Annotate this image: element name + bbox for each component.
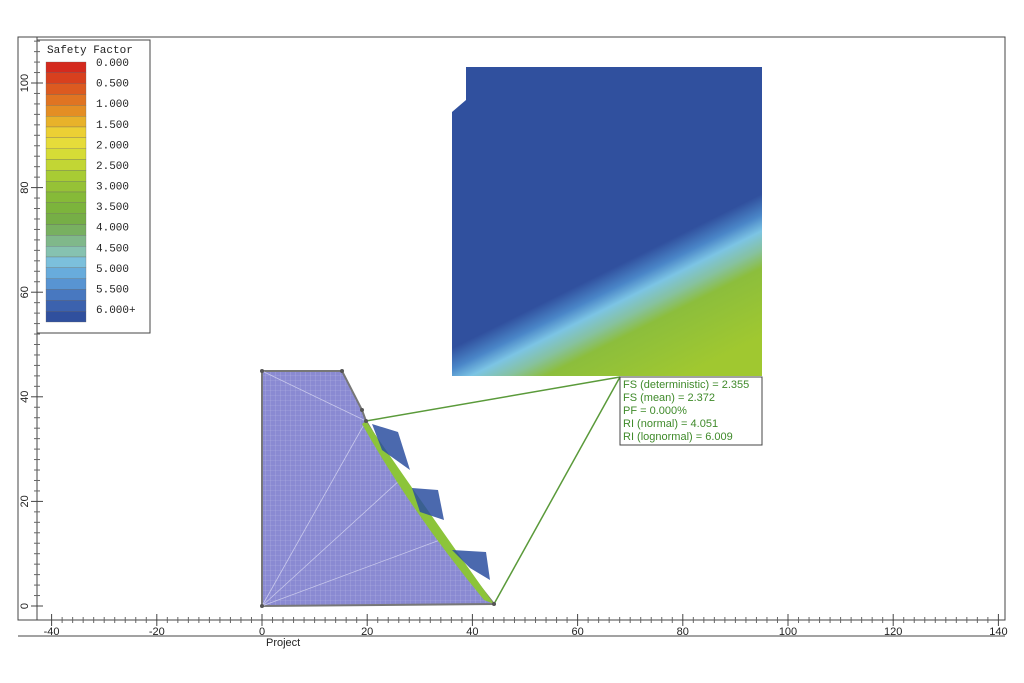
info-line: FS (mean) = 2.372: [623, 392, 715, 404]
legend-swatch: [45, 235, 87, 247]
failure-blocks: [372, 424, 490, 580]
legend-swatch: [45, 289, 87, 301]
x-tick-label: 120: [884, 626, 902, 638]
info-line: PF = 0.000%: [623, 405, 687, 417]
y-tick-label: 0: [19, 603, 31, 609]
legend-label: 4.500: [96, 243, 129, 255]
legend-title: Safety Factor: [47, 45, 133, 57]
legend-label: 2.500: [96, 161, 129, 173]
y-tick-label: 100: [19, 74, 31, 92]
contour-grid: [452, 67, 762, 376]
legend-swatch: [45, 94, 87, 106]
vertices: [260, 369, 496, 608]
legend-swatch: [45, 105, 87, 117]
legend-swatch: [45, 72, 87, 84]
legend-label: 3.000: [96, 182, 129, 194]
leader-line: [493, 376, 621, 605]
info-line: RI (lognormal) = 6.009: [623, 431, 733, 443]
legend-swatch: [45, 159, 87, 171]
info-line: RI (normal) = 4.051: [623, 418, 718, 430]
legend-swatch: [45, 191, 87, 203]
x-tick-label: -20: [149, 626, 165, 638]
x-tick-label: 60: [571, 626, 583, 638]
legend-swatch: [45, 83, 87, 95]
axes: -40 -20 0 20 40 60 80 100 120 140 0 20 40 60 80 100: [18, 37, 1008, 638]
legend-swatch: [45, 137, 87, 149]
legend-swatch: [45, 116, 87, 128]
legend-swatch: [45, 61, 87, 73]
legend-swatch: [45, 311, 87, 323]
legend-label: 4.000: [96, 223, 129, 235]
x-tick-label: 140: [989, 626, 1007, 638]
info-box: [619, 376, 763, 446]
legend-items: 0.000 0.500 1.000 1.500 2.000 2.500 3.000 3.500…: [45, 58, 136, 323]
legend-label: 5.500: [96, 284, 129, 296]
leader-line: [365, 376, 621, 422]
slope-body: [261, 370, 497, 608]
legend-swatch: [45, 126, 87, 138]
legend-label: 3.500: [96, 202, 129, 214]
legend-swatch: [45, 246, 87, 258]
y-tick-label: 40: [19, 391, 31, 403]
legend-swatch: [45, 148, 87, 160]
legend-swatch: [45, 256, 87, 268]
legend-swatch: [45, 267, 87, 279]
x-tick-label: 20: [361, 626, 373, 638]
legend-label: 0.500: [96, 79, 129, 91]
legend-label: 1.500: [96, 120, 129, 132]
legend-label: 0.000: [96, 58, 129, 70]
legend-swatch: [45, 170, 87, 182]
y-tick-label: 80: [19, 181, 31, 193]
mesh-lines: [261, 370, 441, 607]
x-tick-label: -40: [44, 626, 60, 638]
footer-label: Project: [266, 637, 300, 649]
y-tick-label: 20: [19, 495, 31, 507]
legend-swatch: [45, 300, 87, 312]
x-tick-label: 100: [779, 626, 797, 638]
legend-label: 1.000: [96, 99, 129, 111]
legend-swatch: [45, 202, 87, 214]
legend-label: 2.000: [96, 140, 129, 152]
contour-gap: [452, 67, 466, 112]
legend-swatch: [45, 213, 87, 225]
x-tick-label: 0: [259, 626, 265, 638]
x-tick-label: 80: [677, 626, 689, 638]
legend-swatch: [45, 224, 87, 236]
info-line: FS (deterministic) = 2.355: [623, 379, 749, 391]
legend-swatch: [45, 181, 87, 193]
y-tick-label: 60: [19, 286, 31, 298]
legend-swatch: [45, 278, 87, 290]
legend-label: 6.000+: [96, 305, 136, 317]
x-tick-label: 40: [466, 626, 478, 638]
legend-label: 5.000: [96, 264, 129, 276]
